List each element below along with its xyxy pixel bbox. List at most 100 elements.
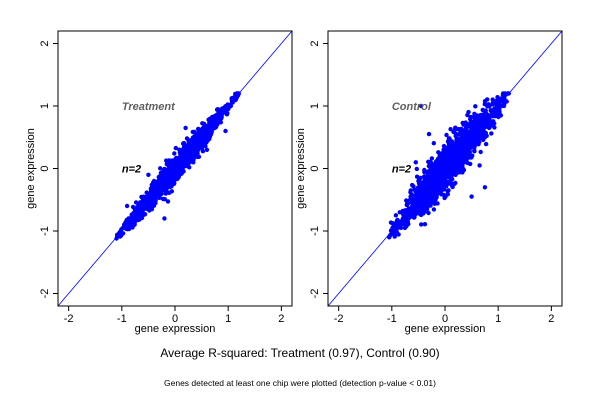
data-point: [114, 236, 119, 241]
data-point: [185, 156, 190, 162]
data-point: [204, 147, 210, 152]
data-point: [435, 201, 440, 206]
data-point: [414, 166, 419, 172]
y-tick-label: 0: [309, 165, 321, 171]
data-point: [447, 136, 452, 141]
data-point: [480, 107, 485, 113]
data-point: [393, 213, 399, 218]
data-point: [146, 172, 151, 177]
data-point: [441, 161, 447, 167]
data-point: [170, 173, 176, 178]
data-point: [156, 190, 162, 195]
data-point: [429, 163, 434, 168]
x-tick-label: -2: [334, 313, 344, 325]
data-point: [464, 145, 469, 150]
data-point: [173, 145, 178, 151]
data-point: [172, 151, 177, 156]
data-point: [425, 193, 430, 199]
data-point: [433, 197, 438, 202]
y-axis-label: gene expression: [25, 128, 37, 209]
data-point: [433, 159, 439, 164]
data-point: [422, 222, 428, 227]
data-point: [416, 185, 422, 190]
data-point: [463, 126, 469, 131]
data-point: [473, 104, 478, 109]
data-point: [457, 132, 462, 137]
data-point: [421, 203, 426, 209]
data-point: [418, 103, 424, 109]
data-point: [190, 129, 195, 135]
data-point: [431, 207, 437, 212]
y-tick-label: 1: [309, 103, 321, 109]
y-tick-label: 0: [39, 165, 51, 171]
data-point: [492, 121, 497, 126]
data-point: [162, 169, 167, 174]
data-point: [158, 166, 163, 171]
data-point: [167, 184, 173, 190]
data-point: [428, 180, 434, 185]
data-point: [448, 168, 453, 174]
data-point: [397, 210, 402, 215]
data-point: [413, 189, 418, 194]
data-point: [149, 192, 154, 198]
data-point: [414, 198, 419, 203]
x-tick-label: 2: [278, 313, 284, 325]
data-point: [426, 190, 431, 195]
data-point: [428, 203, 433, 208]
n-label: n=2: [392, 164, 411, 176]
data-point: [498, 113, 503, 118]
data-point: [195, 132, 200, 137]
data-point: [444, 132, 449, 138]
data-point: [416, 178, 421, 184]
data-point: [455, 158, 461, 163]
x-axis-label: gene expression: [405, 323, 486, 335]
data-point: [450, 162, 455, 167]
data-point: [458, 128, 464, 134]
data-point: [172, 163, 178, 168]
data-point: [183, 160, 188, 165]
data-point: [477, 163, 482, 168]
data-point: [224, 112, 230, 117]
data-point: [220, 106, 226, 112]
data-point: [178, 153, 183, 159]
data-point: [169, 166, 174, 171]
data-point: [218, 120, 223, 125]
figure-caption: Average R-squared: Treatment (0.97), Con…: [160, 346, 439, 360]
data-point: [476, 142, 481, 147]
y-tick-label: 2: [39, 40, 51, 46]
data-point: [448, 127, 453, 132]
y-axis-label: gene expression: [295, 128, 307, 209]
data-point: [395, 217, 400, 223]
data-point: [205, 134, 210, 140]
data-point: [200, 137, 206, 142]
data-point: [472, 143, 477, 148]
data-point: [148, 188, 154, 193]
panel-label: Treatment: [122, 101, 176, 113]
data-point: [416, 211, 421, 216]
data-point: [453, 125, 458, 130]
data-point: [426, 210, 431, 216]
data-point: [474, 113, 480, 118]
x-tick-label: -2: [64, 313, 74, 325]
data-point: [404, 224, 409, 229]
data-point: [469, 122, 474, 127]
data-point: [490, 100, 496, 106]
data-point: [481, 113, 486, 118]
data-point: [422, 198, 427, 203]
data-point: [192, 151, 197, 156]
data-point: [464, 157, 469, 163]
data-point: [405, 219, 410, 224]
data-point: [155, 193, 160, 198]
data-point: [448, 141, 453, 146]
y-tick-label: -2: [39, 289, 51, 299]
data-point: [437, 171, 442, 177]
data-point: [458, 166, 463, 172]
data-point: [162, 216, 167, 221]
data-point: [132, 207, 137, 212]
data-point: [459, 140, 464, 145]
data-point: [146, 198, 151, 203]
data-point: [392, 233, 397, 238]
x-tick-label: 0: [172, 313, 178, 325]
